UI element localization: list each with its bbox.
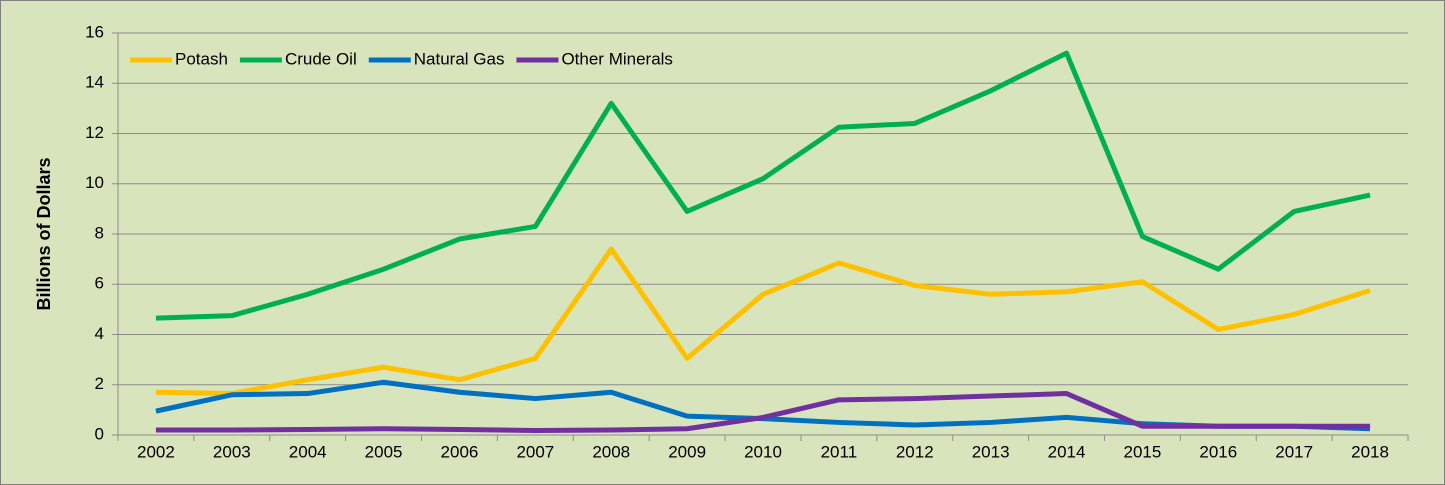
- x-tick-label: 2004: [289, 442, 327, 461]
- y-tick-label: 2: [95, 374, 104, 393]
- x-tick-label: 2010: [744, 442, 782, 461]
- x-tick-label: 2008: [592, 442, 630, 461]
- x-tick-label: 2012: [896, 442, 934, 461]
- data-line: [155, 50, 1371, 321]
- data-line: [155, 246, 1371, 397]
- x-tick-label: 2002: [137, 442, 175, 461]
- x-tick-label: 2016: [1199, 442, 1237, 461]
- x-tick-label: 2009: [668, 442, 706, 461]
- y-tick-label: 0: [95, 424, 104, 443]
- x-tick-label: 2015: [1123, 442, 1161, 461]
- x-tick-label: 2005: [365, 442, 403, 461]
- x-tick-label: 2011: [821, 442, 858, 461]
- x-tick-label: 2003: [213, 442, 251, 461]
- x-tick-label: 2006: [441, 442, 479, 461]
- x-tick-label: 2013: [972, 442, 1010, 461]
- data-line: [155, 391, 1371, 433]
- legend-label: Crude Oil: [285, 49, 357, 68]
- y-tick-label: 12: [85, 123, 104, 142]
- y-tick-label: 6: [95, 274, 104, 293]
- legend-label: Natural Gas: [414, 49, 505, 68]
- legend-label: Other Minerals: [561, 49, 672, 68]
- y-tick-label: 4: [95, 324, 104, 343]
- y-tick-label: 16: [85, 22, 104, 41]
- y-tick-label: 8: [95, 223, 104, 242]
- x-tick-label: 2018: [1351, 442, 1389, 461]
- x-tick-label: 2017: [1275, 442, 1313, 461]
- y-tick-label: 10: [85, 173, 104, 192]
- y-axis-label: Billions of Dollars: [34, 157, 54, 310]
- legend-label: Potash: [175, 49, 228, 68]
- y-tick-label: 14: [85, 73, 104, 92]
- x-tick-label: 2007: [516, 442, 554, 461]
- x-tick-label: 2014: [1048, 442, 1086, 461]
